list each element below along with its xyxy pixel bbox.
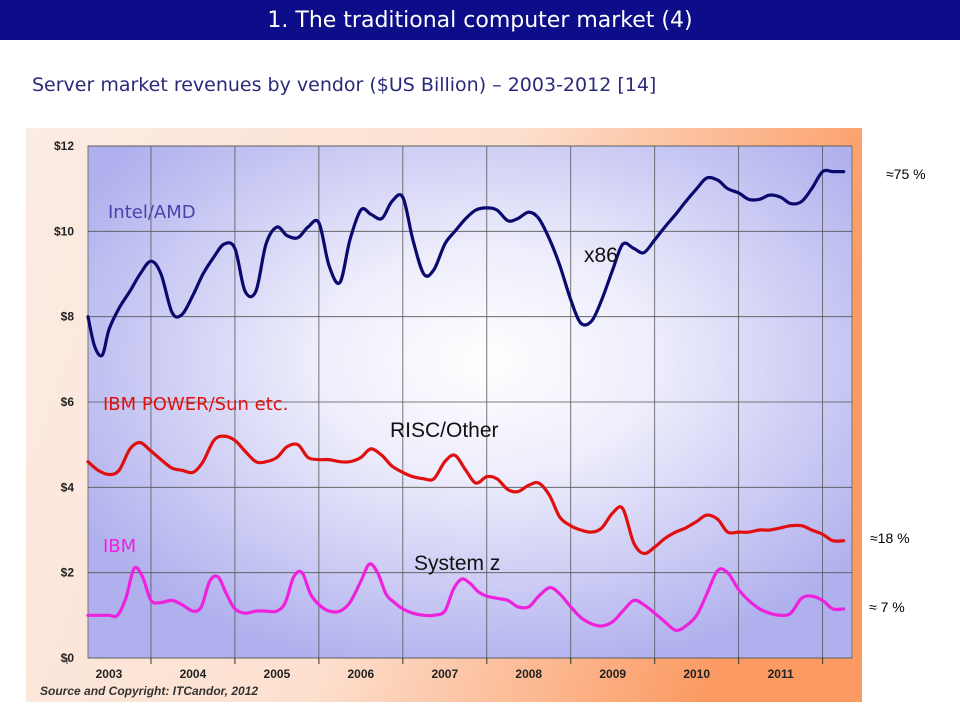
y-tick-label: $4 (61, 480, 75, 494)
y-tick-label: $12 (54, 139, 74, 153)
source-note: Source and Copyright: ITCandor, 2012 (40, 684, 258, 698)
x86-series-tag: x86 (584, 244, 618, 267)
chart-annotations: Intel/AMD IBM POWER/Sun etc. IBM x86 RISC/Ot… (103, 202, 618, 575)
y-tick-label: $8 (61, 310, 75, 324)
y-tick-label: $10 (54, 224, 74, 238)
ibm-share-label: ≈ 7 % (869, 599, 905, 615)
server-revenue-chart: $0$2$4$6$8$10$12 2003 2004 2005 2006 2007 200… (26, 128, 862, 702)
x-axis-ticks: 2003 2004 2005 2006 2007 2008 2009 2010 2011 (66, 658, 824, 681)
y-axis-ticks: $0$2$4$6$8$10$12 (54, 139, 74, 665)
y-tick-label: $6 (61, 395, 75, 409)
x86-share-label: ≈75 % (886, 166, 926, 182)
x-tick-label: 2003 (96, 667, 123, 681)
risc-series-tag: RISC/Other (390, 419, 499, 442)
x-tick-label: 2010 (683, 667, 710, 681)
chart-subtitle: Server market revenues by vendor ($US Bi… (32, 74, 657, 96)
series-lines (86, 168, 846, 633)
x-tick-label: 2006 (348, 667, 375, 681)
title-bar: 1. The traditional computer market (4) (0, 0, 960, 40)
x-tick-label: 2011 (768, 667, 794, 681)
x-tick-label: 2005 (264, 667, 291, 681)
systemz-series-tag: System z (414, 552, 500, 575)
x-tick-label: 2004 (180, 667, 207, 681)
risc-share-label: ≈18 % (870, 530, 910, 546)
x-tick-label: 2007 (431, 667, 458, 681)
chart-container: $0 $2 $4 $6 $8 $10 $12 2003 2004 2005 2006 2007 200… (26, 128, 862, 702)
intel-amd-annotation: Intel/AMD (108, 202, 196, 223)
x-tick-label: 2008 (515, 667, 542, 681)
grid-lines (88, 145, 852, 659)
ibm-annotation: IBM (103, 536, 136, 557)
systemz-series-line (86, 562, 846, 633)
y-tick-label: $2 (61, 566, 75, 580)
risc-series-line (86, 434, 846, 556)
page-title: 1. The traditional computer market (4) (267, 7, 693, 33)
x-tick-label: 2009 (599, 667, 626, 681)
ibm-power-sun-annotation: IBM POWER/Sun etc. (103, 394, 288, 415)
x86-series-line (86, 168, 846, 358)
